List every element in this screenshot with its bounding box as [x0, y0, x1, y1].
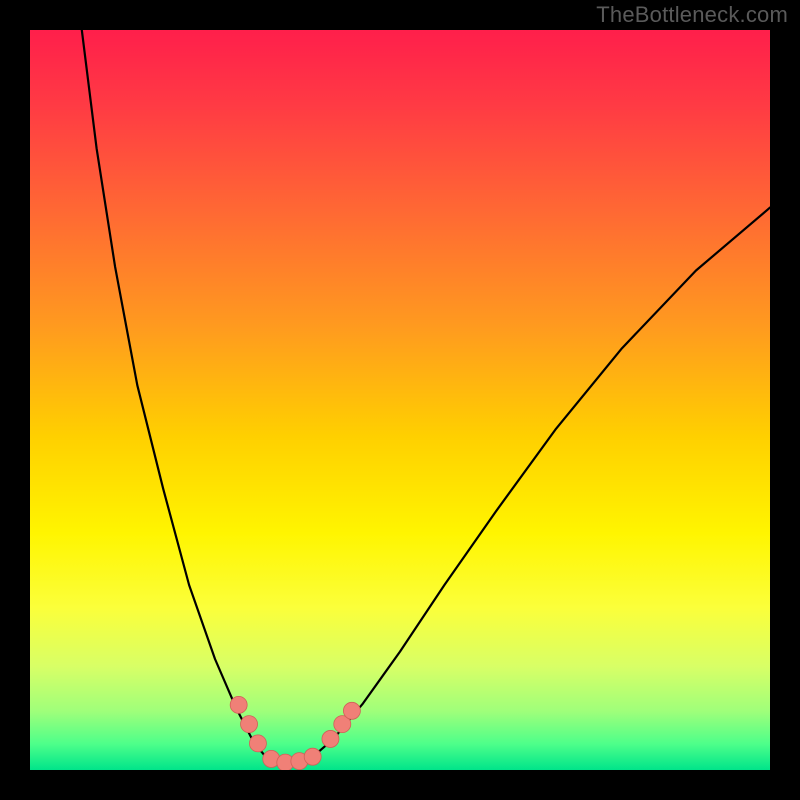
data-marker: [304, 748, 321, 765]
data-marker: [249, 735, 266, 752]
data-marker: [241, 716, 258, 733]
plot-area: [30, 30, 770, 770]
data-marker: [322, 730, 339, 747]
data-marker: [343, 702, 360, 719]
figure-root: TheBottleneck.com: [0, 0, 800, 800]
data-marker: [230, 696, 247, 713]
bottleneck-chart: [30, 30, 770, 770]
watermark-text: TheBottleneck.com: [596, 2, 788, 28]
